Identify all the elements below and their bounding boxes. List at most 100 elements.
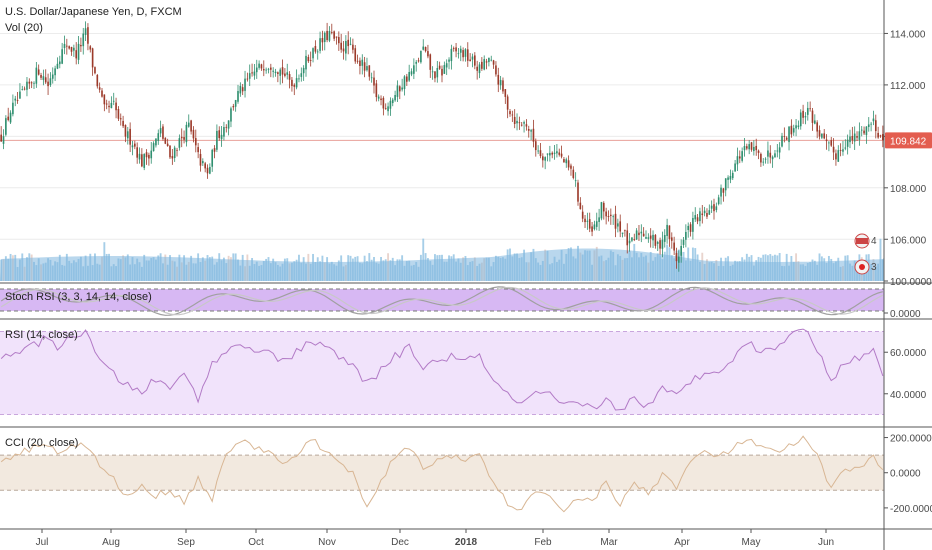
candle[interactable] <box>581 205 584 223</box>
candle[interactable] <box>485 58 488 70</box>
candle[interactable] <box>9 110 12 124</box>
candle[interactable] <box>619 214 622 238</box>
candle[interactable] <box>197 142 199 159</box>
candle[interactable] <box>436 60 439 83</box>
candle[interactable] <box>518 116 521 130</box>
candle[interactable] <box>326 22 328 43</box>
candle[interactable] <box>474 52 476 70</box>
candle[interactable] <box>12 94 14 117</box>
candle[interactable] <box>112 92 115 106</box>
candle[interactable] <box>617 218 619 233</box>
candle[interactable] <box>783 127 786 143</box>
candle[interactable] <box>579 197 582 210</box>
candle[interactable] <box>389 97 392 116</box>
candle[interactable] <box>771 155 774 168</box>
candle[interactable] <box>117 106 120 122</box>
candle[interactable] <box>593 220 596 231</box>
candle[interactable] <box>258 60 260 70</box>
candle[interactable] <box>420 50 422 64</box>
candle[interactable] <box>792 124 795 136</box>
candle[interactable] <box>626 223 629 254</box>
candle[interactable] <box>785 136 788 141</box>
candle[interactable] <box>588 212 591 233</box>
candle[interactable] <box>54 65 56 81</box>
candle[interactable] <box>649 228 652 248</box>
candle[interactable] <box>682 236 685 249</box>
candle[interactable] <box>459 45 462 62</box>
candle[interactable] <box>105 99 108 110</box>
candle[interactable] <box>366 57 368 72</box>
candle[interactable] <box>368 65 371 81</box>
candle[interactable] <box>856 131 858 141</box>
candle[interactable] <box>731 170 734 181</box>
candle[interactable] <box>670 232 673 249</box>
candle[interactable] <box>30 81 33 89</box>
candle[interactable] <box>309 51 312 67</box>
candle[interactable] <box>874 114 877 139</box>
candle[interactable] <box>680 239 682 263</box>
candle[interactable] <box>384 103 387 110</box>
candle[interactable] <box>738 150 741 164</box>
candle[interactable] <box>849 129 851 149</box>
candle[interactable] <box>375 79 378 102</box>
candle[interactable] <box>534 138 537 157</box>
candle[interactable] <box>757 149 760 160</box>
candle[interactable] <box>274 68 277 77</box>
candle[interactable] <box>143 153 146 171</box>
candle[interactable] <box>572 166 575 180</box>
candle[interactable] <box>213 145 216 159</box>
candle[interactable] <box>338 31 340 51</box>
candle[interactable] <box>110 96 113 109</box>
candle[interactable] <box>305 50 307 77</box>
candle[interactable] <box>417 57 420 63</box>
candle[interactable] <box>778 142 781 160</box>
candle[interactable] <box>846 134 849 155</box>
candle[interactable] <box>694 207 697 222</box>
candle[interactable] <box>5 115 7 137</box>
candlesticks[interactable] <box>0 21 884 272</box>
candle[interactable] <box>255 59 258 79</box>
candle[interactable] <box>19 83 21 99</box>
candle[interactable] <box>600 201 603 221</box>
candle[interactable] <box>469 53 471 62</box>
candle[interactable] <box>211 148 214 172</box>
candle[interactable] <box>750 141 753 152</box>
candle[interactable] <box>790 119 793 138</box>
candle[interactable] <box>391 97 394 107</box>
candle[interactable] <box>178 134 181 151</box>
candle[interactable] <box>591 222 593 237</box>
candle[interactable] <box>7 107 10 122</box>
candle[interactable] <box>814 114 816 125</box>
candle[interactable] <box>769 145 772 164</box>
candle[interactable] <box>241 83 244 96</box>
candle[interactable] <box>551 151 554 159</box>
candle[interactable] <box>129 122 131 153</box>
candle[interactable] <box>513 109 516 129</box>
candle[interactable] <box>248 64 251 87</box>
candle[interactable] <box>495 61 497 77</box>
candle[interactable] <box>380 95 382 106</box>
candle[interactable] <box>284 68 286 78</box>
candle[interactable] <box>743 137 746 157</box>
candle[interactable] <box>68 45 70 50</box>
candle[interactable] <box>206 164 209 179</box>
candle[interactable] <box>842 140 844 156</box>
candle[interactable] <box>225 124 228 133</box>
candle[interactable] <box>300 67 303 82</box>
calendar-events-marker[interactable]: 4 3 <box>854 233 877 275</box>
candle[interactable] <box>251 63 253 77</box>
candle[interactable] <box>685 224 687 248</box>
candle[interactable] <box>689 222 692 237</box>
candle[interactable] <box>373 70 375 94</box>
candle[interactable] <box>668 225 671 247</box>
candle[interactable] <box>638 224 640 241</box>
candle[interactable] <box>703 206 706 217</box>
candle[interactable] <box>47 73 49 95</box>
candle[interactable] <box>602 201 605 220</box>
candle[interactable] <box>403 75 406 96</box>
candle[interactable] <box>216 124 218 153</box>
candle[interactable] <box>504 89 507 104</box>
candle[interactable] <box>2 129 5 150</box>
candle[interactable] <box>307 54 310 63</box>
candle[interactable] <box>713 198 715 220</box>
